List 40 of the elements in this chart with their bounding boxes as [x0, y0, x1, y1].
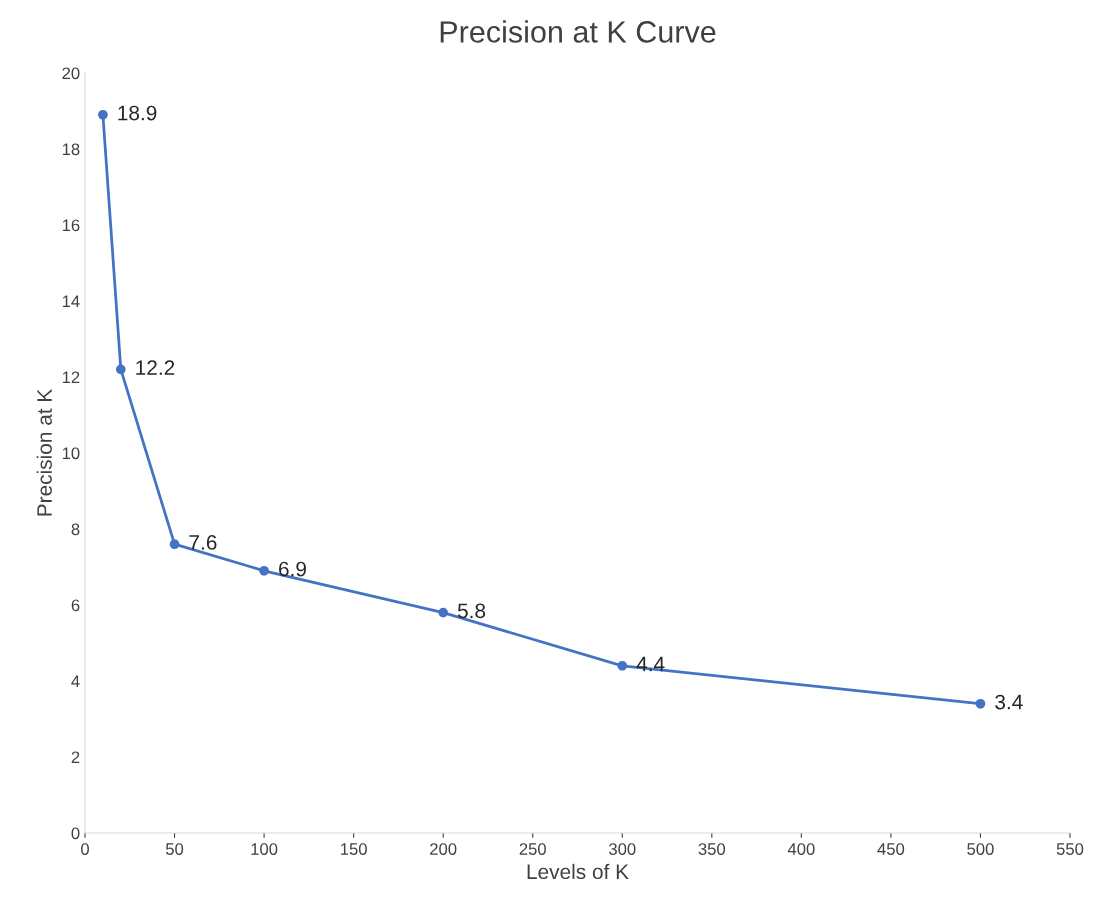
x-tick-label: 550	[1056, 843, 1084, 855]
x-tick-label: 100	[251, 843, 278, 855]
point	[169, 539, 180, 550]
x-tick-label: 0	[81, 843, 89, 855]
y-tick-label: 6	[71, 599, 80, 612]
point	[617, 660, 628, 671]
y-tick-label: 10	[62, 447, 80, 460]
x-axis-title: Levels of K	[527, 863, 629, 880]
x-tick-label: 200	[430, 843, 457, 855]
x-tick-label: 50	[165, 843, 184, 855]
data-label: 18.9	[118, 105, 157, 121]
x-tick-label: 250	[519, 843, 546, 855]
y-tick-label: 8	[71, 523, 80, 536]
point	[259, 565, 269, 576]
data-label: 5.8	[457, 603, 486, 619]
x-tick-label: 400	[787, 843, 815, 855]
x-tick-label: 300	[609, 843, 636, 855]
y-axis-title: Precision at K	[36, 388, 52, 516]
x-tick-label: 450	[877, 843, 905, 855]
y-tick-label: 4	[71, 675, 80, 688]
chart-title: Precision at K Curve	[440, 20, 716, 43]
point	[438, 607, 449, 618]
x-tick-label: 350	[698, 843, 726, 855]
x-tick-label: 500	[967, 843, 994, 855]
y-tick-label: 16	[62, 219, 80, 232]
data-label: 4.4	[636, 656, 665, 672]
y-tick-label: 2	[71, 751, 80, 764]
y-tick-label: 12	[62, 371, 80, 384]
y-tick-label: 18	[62, 143, 80, 156]
y-tick-label: 0	[71, 827, 80, 840]
point	[98, 109, 108, 120]
x-tick-label: 150	[341, 843, 367, 855]
data-label: 3.4	[995, 694, 1023, 710]
y-tick-label: 20	[62, 67, 80, 80]
point	[975, 698, 986, 709]
data-label: 6.9	[279, 561, 306, 577]
data-label: 7.6	[189, 535, 217, 550]
data-label: 12.2	[136, 360, 175, 375]
point	[115, 364, 126, 375]
y-tick-label: 14	[62, 295, 80, 308]
